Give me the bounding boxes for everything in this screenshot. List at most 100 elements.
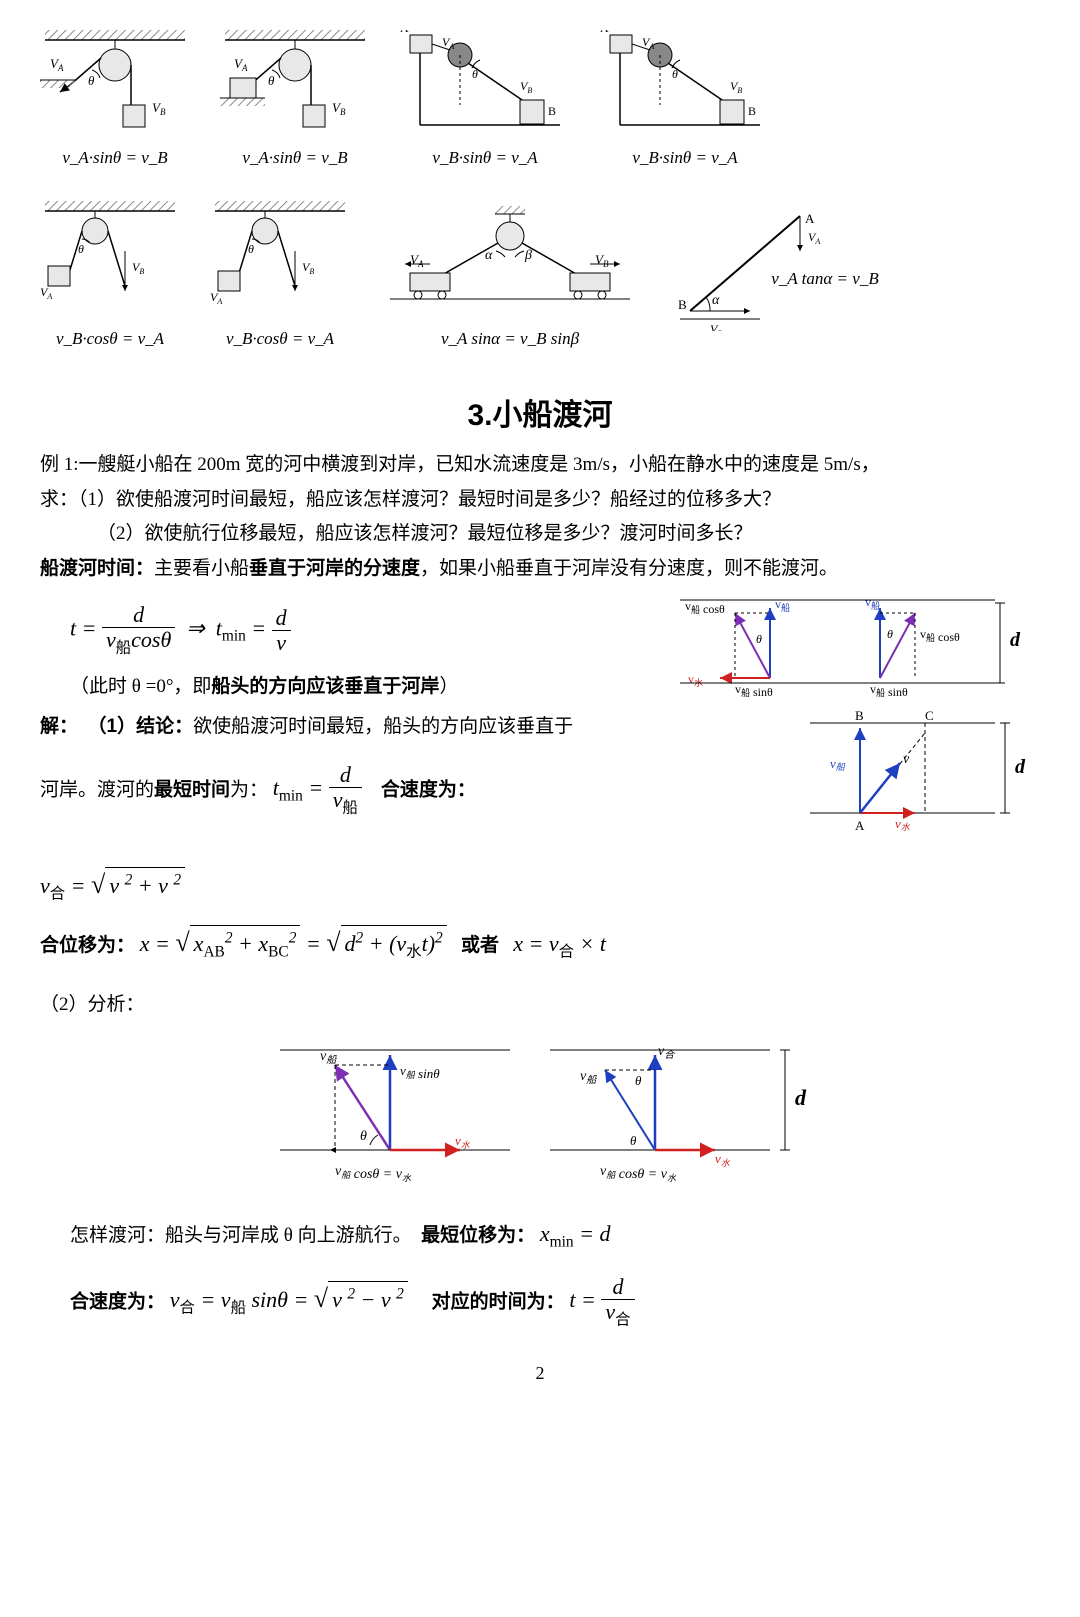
caption-5: v_B·cosθ = v_A: [56, 325, 164, 352]
svg-text:θ: θ: [887, 627, 893, 641]
svg-text:v船 cosθ = v水: v船 cosθ = v水: [600, 1164, 677, 1183]
note1-bold: 船头的方向应该垂直于河岸: [211, 676, 439, 697]
key-concept: 船渡河时间：主要看小船垂直于河岸的分速度，如果小船垂直于河岸没有分速度，则不能渡…: [40, 554, 1040, 584]
analysis2-diagrams: v船 v船 sinθ v水 θ v船 cosθ = v水 v合 v船 θ θ v…: [40, 1030, 1040, 1200]
analysis2-text: （2）分析：: [40, 994, 145, 1015]
svg-text:β: β: [524, 248, 532, 263]
caption-7: v_A sinα = v_B sinβ: [441, 325, 579, 352]
svg-text:v船: v船: [830, 756, 846, 772]
analysis2: （2）分析：: [40, 990, 1040, 1020]
svg-text:VA: VA: [808, 230, 820, 246]
svg-text:B: B: [748, 104, 756, 118]
time-num: d: [601, 1275, 634, 1300]
resultant-x-line: 合位移为： x = √xAB2 + xBC2 = √d2 + (v水t)2 或者…: [40, 922, 1040, 965]
pulley-diagram-6: VA VB θ v_B·cosθ = v_A: [210, 201, 350, 362]
solve-label: 解：: [40, 716, 78, 737]
svg-text:VA: VA: [210, 290, 222, 306]
note1-end: ）: [439, 676, 458, 697]
q1: （1）欲使船渡河时间最短，船应该怎样渡河？最短时间是多少？船经过的位移多大？: [78, 489, 781, 510]
solve-line2: 河岸。渡河的最短时间为： tmin = dv船 合速度为：: [40, 763, 780, 818]
svg-text:v水: v水: [715, 1151, 731, 1168]
arrow: ⇒: [186, 615, 204, 640]
resultant-v-formula: v合 = √v 2 + v 2: [40, 864, 1040, 907]
velocity-decomp-diagram: θ v船 v船 cosθ v船 sinθ v水 θ v船 v船 cosθ v船 …: [680, 588, 1040, 708]
section-title: 3.小船渡河: [40, 392, 1040, 440]
svg-text:d: d: [795, 1085, 807, 1110]
svg-text:A: A: [400, 30, 409, 35]
svg-text:v船: v船: [865, 595, 880, 611]
svg-text:C: C: [925, 708, 934, 723]
resv2-label: 合速度为：: [70, 1291, 165, 1312]
boat-shortest-time-diagram: B C A v船 v v水 d: [800, 708, 1040, 848]
svg-text:d: d: [1010, 629, 1021, 651]
min-disp-label: 最短位移为：: [421, 1225, 535, 1246]
example-text: 一艘艇小船在 200m 宽的河中横渡到对岸，已知水流速度是 3m/s，小船在静水…: [79, 454, 880, 475]
svg-text:v船: v船: [320, 1049, 337, 1066]
svg-text:A: A: [805, 211, 815, 226]
svg-text:A: A: [600, 30, 609, 35]
pulley-diagram-3: A B VA VB θ v_B·sinθ = v_A: [400, 30, 570, 171]
pulley-diagram-8: A VA B VB α v_A tanα = v_B: [670, 201, 860, 362]
svg-text:v船 cosθ = v水: v船 cosθ = v水: [335, 1164, 412, 1183]
svg-text:v船 cosθ: v船 cosθ: [685, 599, 725, 616]
svg-text:θ: θ: [630, 1133, 637, 1148]
q-label: 求：: [40, 489, 78, 510]
svg-text:B: B: [855, 708, 864, 723]
resultant-v2-line: 合速度为： v合 = v船 sinθ = √v 2 − v 2 对应的时间为： …: [40, 1275, 1040, 1330]
page-number: 2: [40, 1359, 1040, 1388]
svg-text:θ: θ: [268, 73, 275, 88]
caption-3: v_B·sinθ = v_A: [432, 144, 537, 171]
svg-text:VB: VB: [710, 322, 722, 331]
solve-line1: 解： （1）结论：欲使船渡河时间最短，船头的方向应该垂直于: [40, 712, 780, 742]
tmin-num: d: [272, 606, 291, 631]
svg-text:θ: θ: [78, 242, 84, 256]
pulley-diagram-5: VA VB θ v_B·cosθ = v_A: [40, 201, 180, 362]
pulley-diagram-2: VA θ VB v_A·sinθ = v_B: [220, 30, 370, 171]
or-label: 或者: [461, 935, 499, 956]
svg-text:v船 sinθ: v船 sinθ: [400, 1063, 440, 1081]
solve1-label: （1）结论：: [88, 716, 194, 737]
svg-text:v船 cosθ: v船 cosθ: [920, 627, 960, 644]
time-den: v合: [601, 1300, 634, 1329]
svg-text:v水: v水: [688, 672, 703, 688]
svg-text:θ: θ: [88, 73, 95, 88]
svg-text:θ: θ: [472, 67, 478, 81]
svg-text:θ: θ: [756, 632, 762, 646]
resv-label: 合速度为：: [381, 779, 476, 800]
question-block: 求：（1）欲使船渡河时间最短，船应该怎样渡河？最短时间是多少？船经过的位移多大？: [40, 485, 1040, 515]
svg-text:VA: VA: [234, 56, 248, 73]
svg-text:θ: θ: [672, 67, 678, 81]
svg-text:VB: VB: [132, 260, 144, 276]
pulley-diagram-4: A B VA VB θ v_B·sinθ = v_A: [600, 30, 770, 171]
svg-text:v: v: [903, 752, 910, 767]
svg-text:VA: VA: [642, 35, 654, 51]
q2: （2）欲使航行位移最短，船应该怎样渡河？最短位移是多少？渡河时间多长？: [97, 523, 753, 544]
svg-text:VA: VA: [50, 56, 64, 73]
solve1-text2: 河岸。渡河的: [40, 779, 154, 800]
caption-1: v_A·sinθ = v_B: [62, 144, 167, 171]
svg-text:VB: VB: [302, 260, 314, 276]
svg-text:VA: VA: [40, 285, 52, 301]
svg-text:B: B: [678, 297, 687, 312]
s1-num: d: [329, 763, 362, 788]
solve1-bold: 最短时间: [154, 779, 230, 800]
formula-block-1: t = dv船cosθ ⇒ tmin = dv （此时 θ =0°，即船头的方向…: [40, 588, 1040, 708]
how-cross-line: 怎样渡河：船头与河岸成 θ 向上游航行。 最短位移为： xmin = d: [40, 1216, 1040, 1255]
svg-text:θ: θ: [248, 242, 254, 256]
svg-text:v水: v水: [895, 816, 911, 832]
example-label: 例 1:: [40, 454, 79, 475]
svg-text:VA: VA: [410, 252, 424, 269]
svg-text:v水: v水: [455, 1133, 471, 1150]
svg-text:B: B: [548, 104, 556, 118]
tmin-den: v: [272, 631, 291, 655]
key1-bold: 垂直于河岸的分速度: [249, 558, 420, 579]
t-num: d: [102, 603, 175, 628]
svg-text:VB: VB: [332, 100, 346, 117]
svg-text:VB: VB: [730, 79, 742, 95]
caption-6: v_B·cosθ = v_A: [226, 325, 334, 352]
s1-den: v船: [329, 788, 362, 817]
svg-text:VB: VB: [595, 252, 609, 269]
svg-text:v船: v船: [775, 597, 790, 613]
svg-text:VB: VB: [520, 79, 532, 95]
key1-label: 船渡河时间：: [40, 558, 154, 579]
